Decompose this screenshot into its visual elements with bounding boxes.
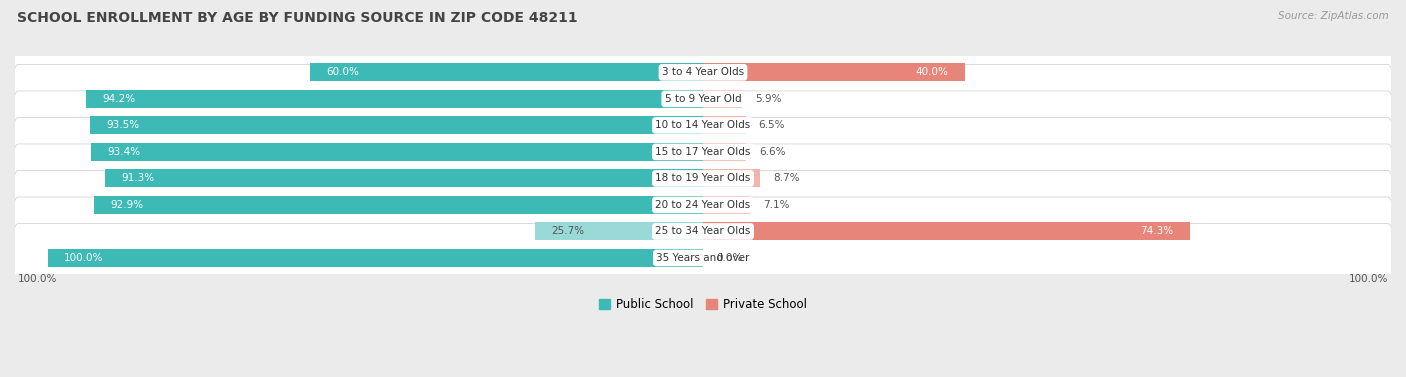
Text: 93.4%: 93.4%: [107, 147, 141, 157]
Text: 100.0%: 100.0%: [1348, 274, 1388, 284]
Text: 5.9%: 5.9%: [755, 94, 782, 104]
Text: 5 to 9 Year Old: 5 to 9 Year Old: [665, 94, 741, 104]
Text: 25.7%: 25.7%: [551, 227, 583, 236]
Text: 15 to 17 Year Olds: 15 to 17 Year Olds: [655, 147, 751, 157]
Bar: [703, 196, 749, 214]
FancyBboxPatch shape: [13, 118, 1393, 186]
Text: 35 Years and over: 35 Years and over: [657, 253, 749, 263]
Text: 40.0%: 40.0%: [915, 67, 949, 77]
Text: Source: ZipAtlas.com: Source: ZipAtlas.com: [1278, 11, 1389, 21]
Bar: [94, 196, 703, 214]
Text: 3 to 4 Year Olds: 3 to 4 Year Olds: [662, 67, 744, 77]
FancyBboxPatch shape: [13, 91, 1393, 160]
FancyBboxPatch shape: [13, 144, 1393, 213]
Bar: [703, 143, 747, 161]
Legend: Public School, Private School: Public School, Private School: [593, 293, 813, 316]
Text: 92.9%: 92.9%: [111, 200, 143, 210]
Text: 74.3%: 74.3%: [1140, 227, 1174, 236]
Text: 20 to 24 Year Olds: 20 to 24 Year Olds: [655, 200, 751, 210]
Text: 93.5%: 93.5%: [107, 120, 139, 130]
Text: 91.3%: 91.3%: [121, 173, 155, 184]
Bar: [91, 143, 703, 161]
Bar: [703, 222, 1189, 241]
Text: 0.0%: 0.0%: [716, 253, 742, 263]
FancyBboxPatch shape: [13, 170, 1393, 239]
Text: 18 to 19 Year Olds: 18 to 19 Year Olds: [655, 173, 751, 184]
Text: 6.5%: 6.5%: [759, 120, 785, 130]
FancyBboxPatch shape: [13, 197, 1393, 266]
Bar: [86, 90, 703, 108]
Text: 8.7%: 8.7%: [773, 173, 800, 184]
FancyBboxPatch shape: [13, 64, 1393, 133]
Bar: [309, 63, 703, 81]
Bar: [105, 169, 703, 187]
Text: 10 to 14 Year Olds: 10 to 14 Year Olds: [655, 120, 751, 130]
FancyBboxPatch shape: [13, 224, 1393, 293]
Text: 25 to 34 Year Olds: 25 to 34 Year Olds: [655, 227, 751, 236]
Bar: [534, 222, 703, 241]
Text: 6.6%: 6.6%: [759, 147, 786, 157]
Bar: [90, 116, 703, 135]
Bar: [48, 249, 703, 267]
Bar: [703, 90, 741, 108]
Bar: [703, 63, 965, 81]
Bar: [703, 169, 761, 187]
Bar: [703, 116, 745, 135]
Text: 7.1%: 7.1%: [762, 200, 789, 210]
Text: 60.0%: 60.0%: [326, 67, 359, 77]
Text: 100.0%: 100.0%: [65, 253, 104, 263]
Text: SCHOOL ENROLLMENT BY AGE BY FUNDING SOURCE IN ZIP CODE 48211: SCHOOL ENROLLMENT BY AGE BY FUNDING SOUR…: [17, 11, 578, 25]
Text: 94.2%: 94.2%: [103, 94, 135, 104]
Text: 100.0%: 100.0%: [18, 274, 58, 284]
FancyBboxPatch shape: [13, 38, 1393, 107]
